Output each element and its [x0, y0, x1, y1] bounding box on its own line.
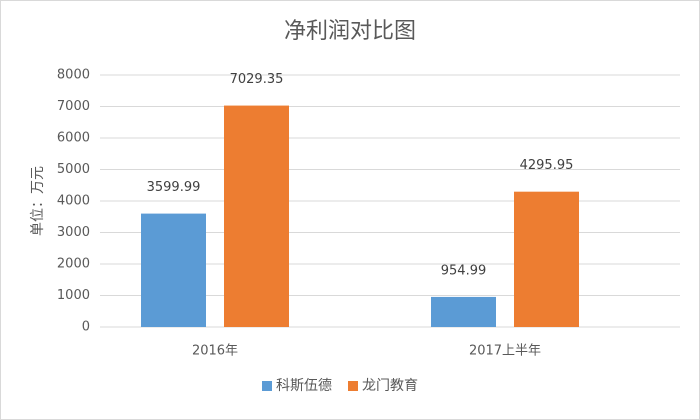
bar [224, 105, 289, 328]
legend-label: 科斯伍德 [276, 378, 332, 394]
bar [431, 296, 496, 327]
legend-swatch [262, 381, 272, 391]
bar [514, 191, 579, 327]
legend-label: 龙门教育 [362, 378, 418, 394]
data-label: 7029.35 [230, 72, 284, 87]
y-tick-label: 7000 [57, 99, 90, 114]
x-tick-label: 2017上半年 [469, 344, 541, 359]
data-label: 3599.99 [147, 180, 201, 195]
chart-title: 净利润对比图 [284, 19, 416, 44]
y-tick-label: 2000 [57, 257, 90, 272]
y-tick-label: 6000 [57, 131, 90, 146]
y-tick-label: 4000 [57, 194, 90, 209]
y-axis-label: 单位：万元 [30, 166, 46, 236]
legend-swatch [348, 381, 358, 391]
y-tick-label: 0 [82, 320, 90, 335]
data-label: 4295.95 [520, 158, 574, 173]
x-tick-label: 2016年 [192, 344, 238, 359]
y-tick-label: 3000 [57, 225, 90, 240]
bar [141, 213, 206, 327]
y-tick-label: 5000 [57, 162, 90, 177]
y-tick-label: 1000 [57, 288, 90, 303]
data-label: 954.99 [441, 263, 487, 278]
y-tick-label: 8000 [57, 68, 90, 83]
